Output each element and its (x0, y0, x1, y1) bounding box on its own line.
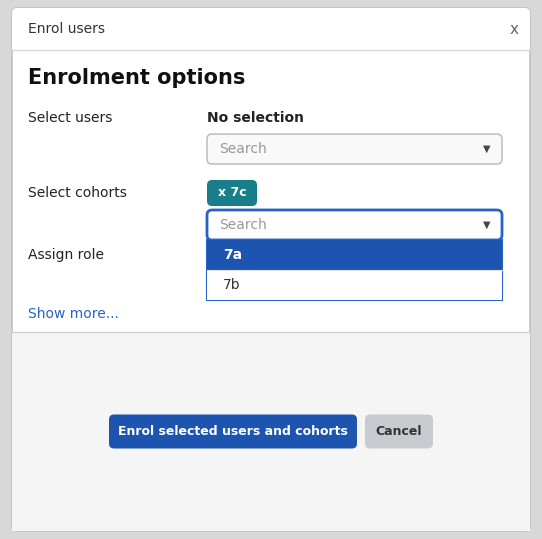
Text: Enrol users: Enrol users (28, 22, 105, 36)
Text: Show more...: Show more... (28, 307, 119, 321)
Text: Search: Search (219, 218, 267, 232)
Text: Assign role: Assign role (28, 248, 104, 262)
Text: ▼: ▼ (483, 144, 491, 154)
Text: Enrol selected users and cohorts: Enrol selected users and cohorts (118, 425, 348, 438)
Text: 7b: 7b (223, 278, 241, 292)
Text: Enrolment options: Enrolment options (28, 68, 246, 88)
Text: Search: Search (219, 142, 267, 156)
FancyBboxPatch shape (12, 8, 530, 531)
FancyBboxPatch shape (12, 8, 530, 50)
Text: x: x (509, 22, 519, 37)
Bar (12, 332, 530, 531)
Text: ▼: ▼ (483, 220, 491, 230)
Text: No selection: No selection (207, 111, 304, 125)
FancyBboxPatch shape (207, 134, 502, 164)
Text: 7a: 7a (223, 248, 242, 262)
FancyBboxPatch shape (365, 414, 433, 448)
FancyBboxPatch shape (109, 414, 357, 448)
Bar (12, 45, 530, 50)
FancyBboxPatch shape (207, 180, 257, 206)
Bar (207, 240, 502, 270)
FancyBboxPatch shape (207, 210, 502, 240)
FancyBboxPatch shape (12, 332, 530, 531)
Bar (207, 240, 502, 300)
Text: x 7c: x 7c (218, 186, 246, 199)
Bar (207, 270, 502, 300)
Text: Cancel: Cancel (376, 425, 422, 438)
Text: Select cohorts: Select cohorts (28, 186, 127, 200)
Text: Select users: Select users (28, 111, 112, 125)
